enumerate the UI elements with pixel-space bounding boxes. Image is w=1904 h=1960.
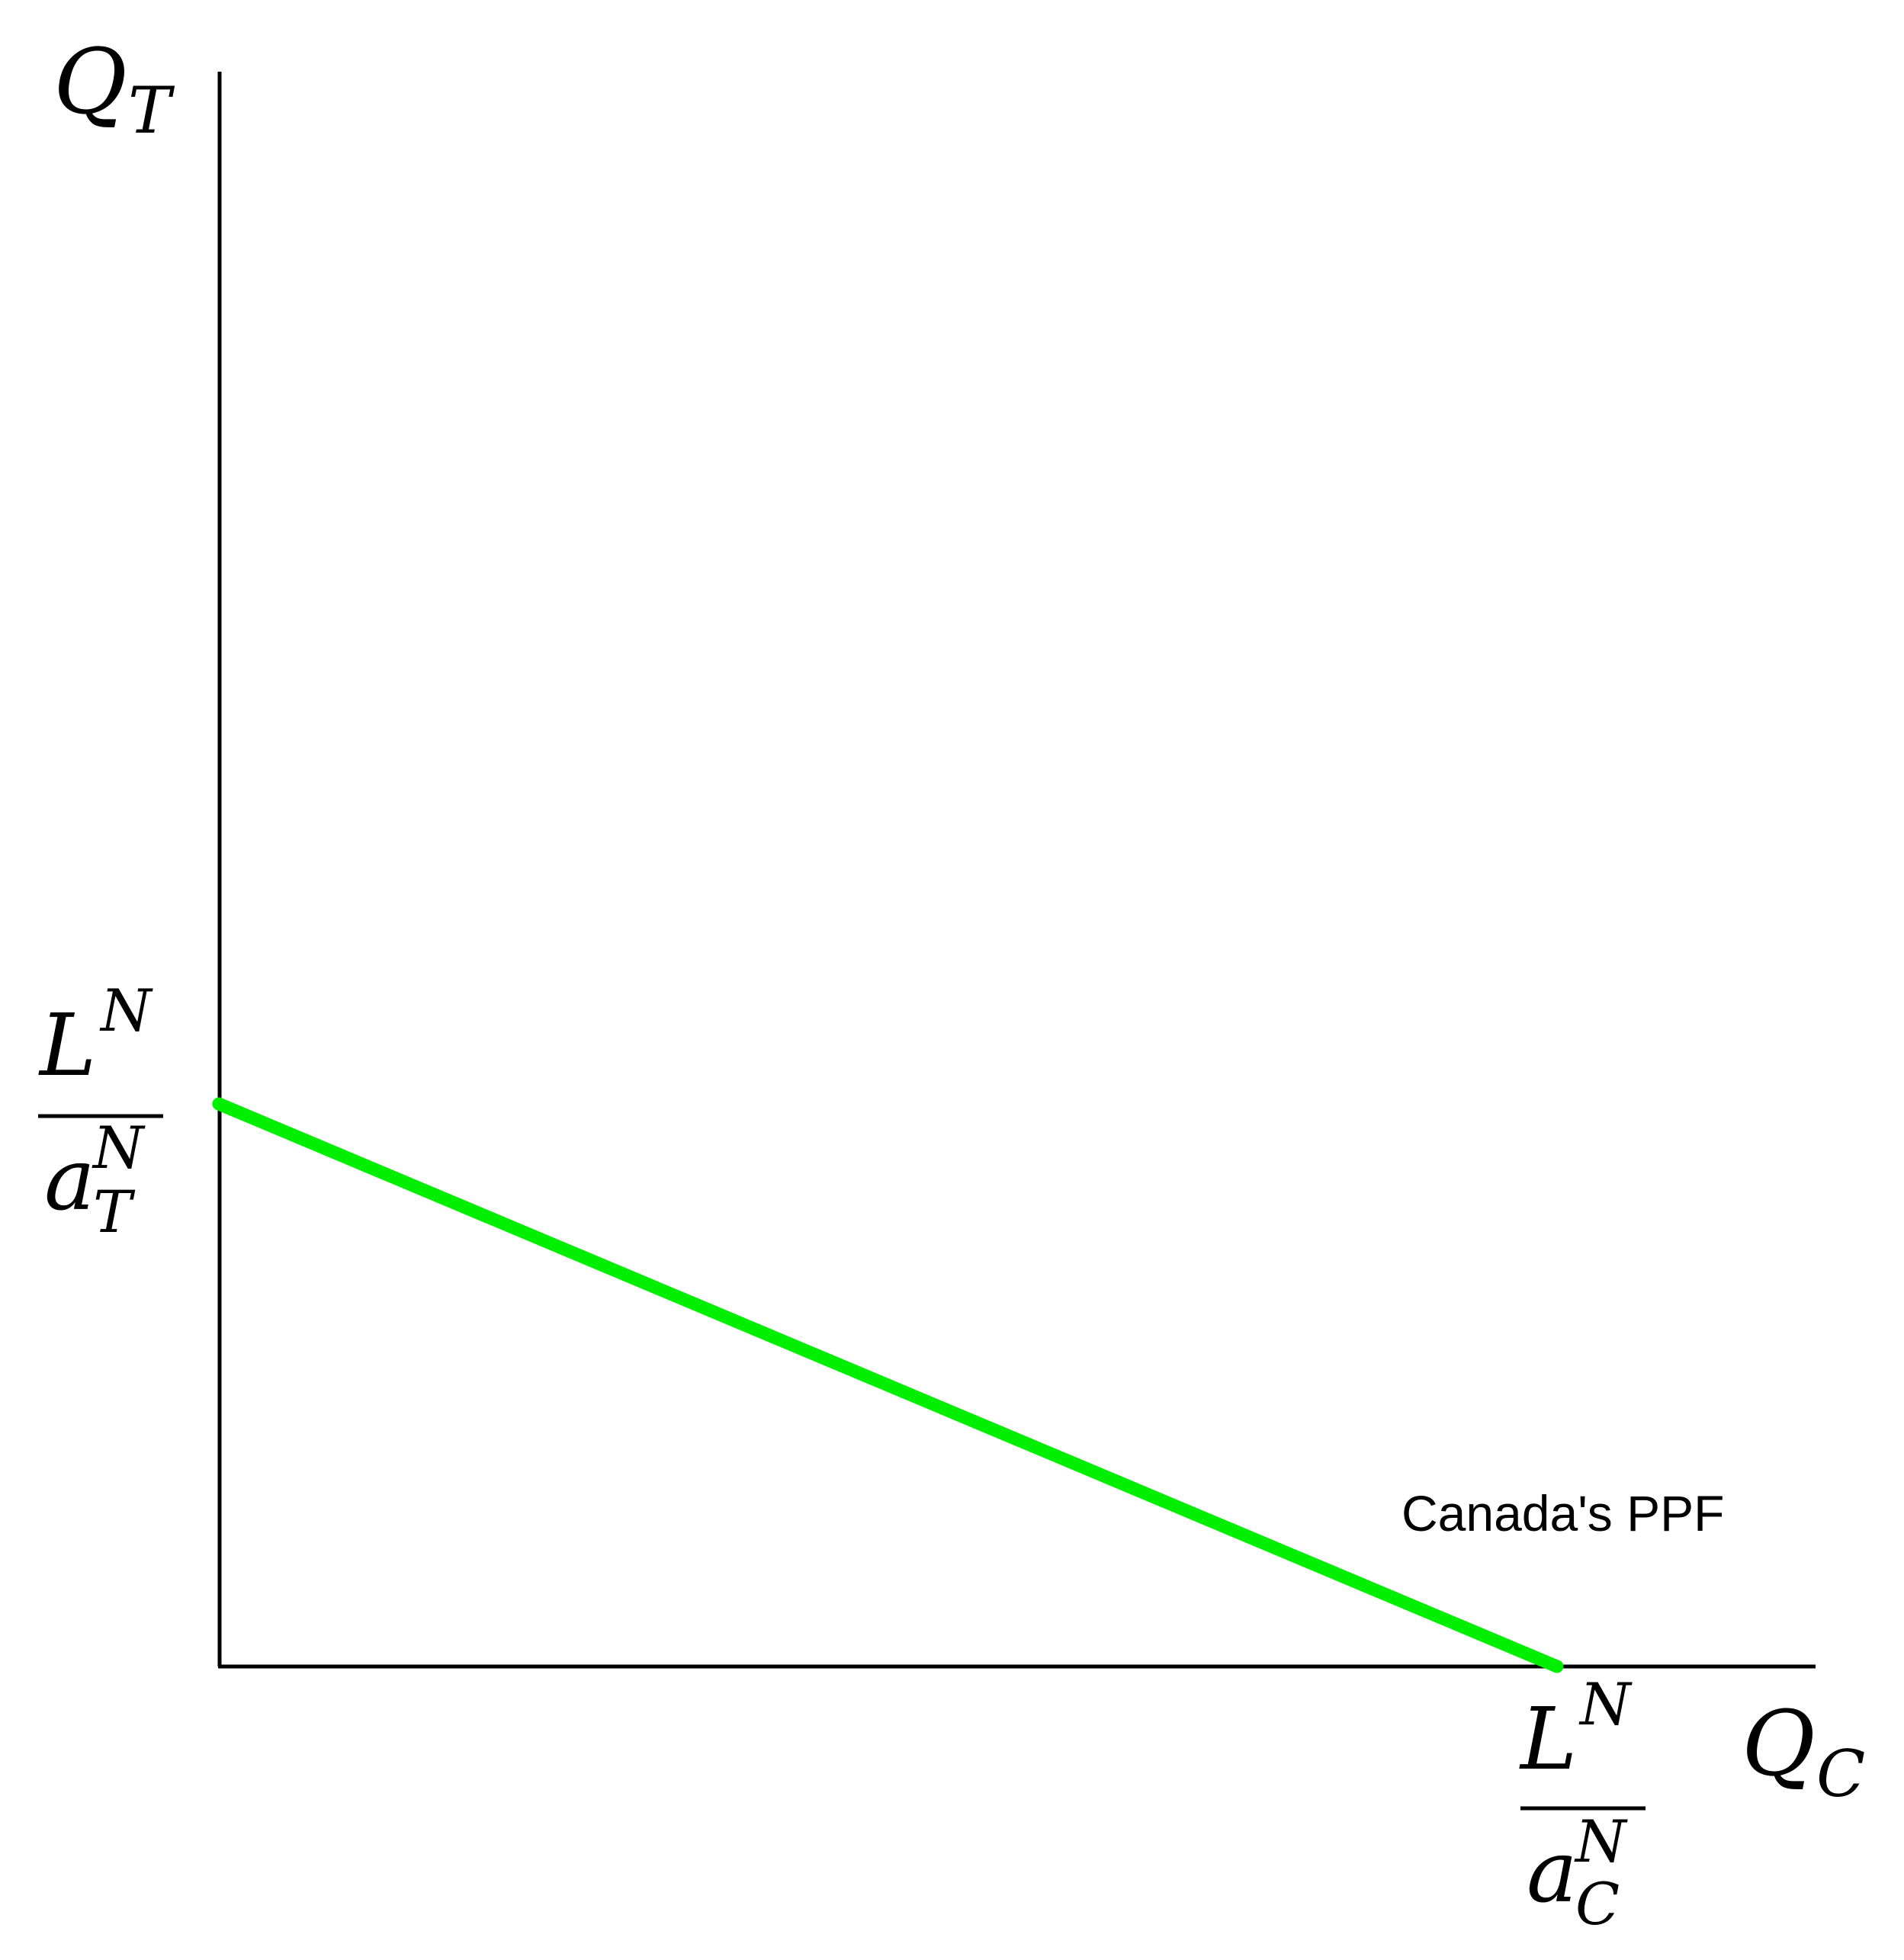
ppf-line — [212, 1097, 1564, 1673]
y-axis-label-sub: T — [128, 73, 175, 148]
y-intercept-denominator: a — [44, 1131, 95, 1230]
y-intercept-label: L N a N T — [38, 977, 163, 1246]
y-axis-label-main: Q — [53, 29, 127, 134]
x-intercept-denominator: a — [1527, 1823, 1578, 1922]
x-intercept-label: L N a N C — [1519, 1670, 1646, 1938]
x-intercept-denominator-sup: N — [1574, 1808, 1628, 1875]
y-intercept-numerator: L — [38, 996, 96, 1095]
ppf-label: Canada's PPF — [1402, 1485, 1725, 1541]
x-intercept-numerator: L — [1519, 1690, 1577, 1789]
x-axis-label: Q C — [1742, 1691, 1865, 1811]
y-intercept-denominator-sup: N — [92, 1114, 146, 1182]
x-axis-label-sub: C — [1816, 1737, 1865, 1811]
x-intercept-numerator-sup: N — [1578, 1670, 1633, 1738]
y-axis-label: Q T — [53, 29, 175, 148]
y-intercept-numerator-sup: N — [99, 977, 153, 1044]
x-intercept-denominator-sub: C — [1575, 1870, 1620, 1938]
y-intercept-denominator-sub: T — [93, 1178, 136, 1246]
x-axis-label-main: Q — [1742, 1691, 1816, 1796]
